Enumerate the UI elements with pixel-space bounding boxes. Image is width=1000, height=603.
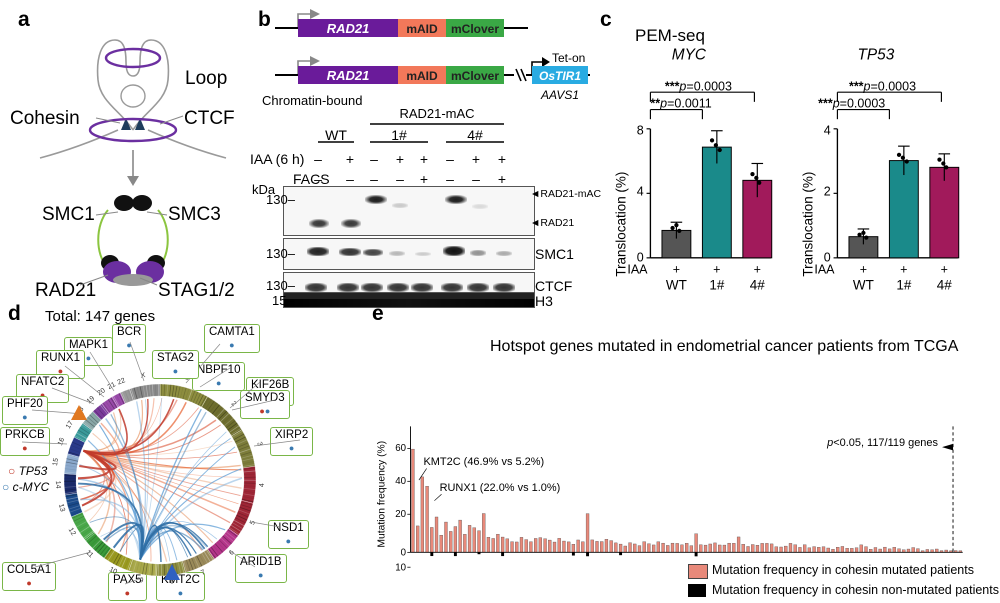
svg-text:CTCF: CTCF <box>184 108 235 129</box>
svg-text:Chromatin-bound: Chromatin-bound <box>262 93 362 108</box>
svg-text:RAD21: RAD21 <box>327 68 370 83</box>
svg-text:TP53: TP53 <box>858 46 895 63</box>
svg-text:RAD21-mAC: RAD21-mAC <box>399 108 474 121</box>
svg-text:–: – <box>472 171 480 187</box>
svg-text:WT: WT <box>853 278 874 293</box>
svg-text:–: – <box>446 171 454 187</box>
svg-text:20: 20 <box>395 509 406 520</box>
svg-text:WT: WT <box>325 127 347 143</box>
svg-text:+: + <box>754 262 761 276</box>
svg-text:+: + <box>673 262 680 276</box>
svg-text:Mutation frequency (%): Mutation frequency (%) <box>377 441 388 548</box>
svg-text:+: + <box>498 151 506 167</box>
svg-text:+: + <box>396 151 404 167</box>
svg-text:+: + <box>472 151 480 167</box>
svg-text:–: – <box>314 171 322 187</box>
svg-text:**p=0.0011: **p=0.0011 <box>650 97 711 111</box>
svg-text:RAD21: RAD21 <box>327 21 370 36</box>
svg-text:***p=0.0003: ***p=0.0003 <box>849 79 916 93</box>
svg-text:–: – <box>370 151 378 167</box>
svg-text:60: 60 <box>395 443 406 454</box>
svg-text:IAA: IAA <box>627 262 648 276</box>
svg-text:WT: WT <box>666 278 687 293</box>
svg-text:–: – <box>314 151 322 167</box>
svg-text:KMT2C (46.9% vs 5.2%): KMT2C (46.9% vs 5.2%) <box>423 456 544 468</box>
svg-text:mAID: mAID <box>406 22 438 36</box>
svg-text:mClover: mClover <box>451 69 499 83</box>
svg-text:FACS: FACS <box>293 171 330 187</box>
svg-text:+: + <box>346 151 354 167</box>
svg-text:2: 2 <box>824 184 831 198</box>
svg-text:Loop: Loop <box>185 68 227 89</box>
svg-text:Tet-on: Tet-on <box>552 51 585 65</box>
svg-text:1#: 1# <box>709 278 724 293</box>
svg-text:+: + <box>860 262 867 276</box>
svg-text:4#: 4# <box>467 127 483 143</box>
svg-text:–: – <box>396 171 404 187</box>
svg-text:Translocation (%): Translocation (%) <box>613 172 628 277</box>
svg-text:SMC1: SMC1 <box>42 204 95 225</box>
svg-text:1#: 1# <box>391 127 407 143</box>
svg-text:AAVS1: AAVS1 <box>540 88 579 102</box>
svg-text:***p=0.0003: ***p=0.0003 <box>665 79 732 93</box>
svg-text:Translocation (%): Translocation (%) <box>800 172 815 277</box>
svg-text:8: 8 <box>637 124 644 138</box>
svg-text:4: 4 <box>824 124 831 138</box>
svg-text:***p=0.0003: ***p=0.0003 <box>818 97 885 111</box>
svg-text:MYC: MYC <box>672 46 707 63</box>
svg-text:40: 40 <box>395 476 406 487</box>
svg-text:4#: 4# <box>937 278 952 293</box>
svg-text:SMC3: SMC3 <box>168 204 221 225</box>
svg-text:+: + <box>420 171 428 187</box>
svg-text:mClover: mClover <box>451 22 499 36</box>
svg-text:4: 4 <box>637 184 644 198</box>
svg-text:IAA (6 h): IAA (6 h) <box>250 151 304 167</box>
svg-text:IAA: IAA <box>814 262 835 276</box>
svg-text:–: – <box>346 171 354 187</box>
svg-text:10: 10 <box>395 562 406 573</box>
svg-text:–: – <box>370 171 378 187</box>
svg-text:mAID: mAID <box>406 69 438 83</box>
svg-text:–: – <box>446 151 454 167</box>
svg-text:4#: 4# <box>750 278 765 293</box>
svg-text:+: + <box>713 262 720 276</box>
svg-text:0: 0 <box>401 548 406 559</box>
svg-text:RUNX1 (22.0% vs 1.0%): RUNX1 (22.0% vs 1.0%) <box>440 482 561 494</box>
svg-text:+: + <box>420 151 428 167</box>
svg-text:p<0.05, 117/119 genes: p<0.05, 117/119 genes <box>826 437 938 449</box>
svg-text:1#: 1# <box>896 278 911 293</box>
svg-text:+: + <box>900 262 907 276</box>
svg-text:Cohesin: Cohesin <box>10 108 80 129</box>
svg-text:+: + <box>941 262 948 276</box>
svg-text:+: + <box>498 171 506 187</box>
svg-text:OsTIR1: OsTIR1 <box>539 69 581 83</box>
